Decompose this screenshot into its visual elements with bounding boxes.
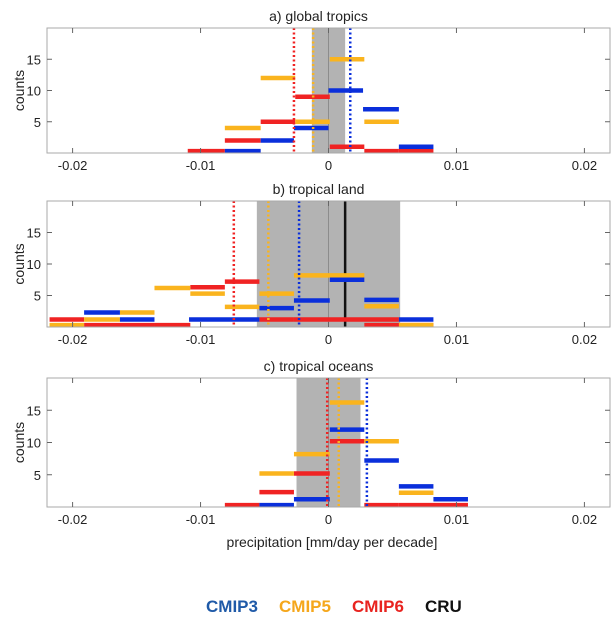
chart-panels: 5 10 15 -0.02 -0.01 0 0.01 0.02 a) global tropic… bbox=[11, 8, 611, 527]
x-tick-label: -0.01 bbox=[186, 332, 216, 347]
y-tick-label: 15 bbox=[27, 52, 41, 67]
x-tick-label: 0.01 bbox=[444, 512, 469, 527]
legend-item-cmip5: CMIP5 bbox=[279, 597, 331, 616]
x-tick-label: 0.01 bbox=[444, 332, 469, 347]
x-tick-label: 0.02 bbox=[572, 158, 597, 173]
y-tick-label: 10 bbox=[27, 436, 41, 451]
y-axis-label: counts bbox=[11, 243, 27, 284]
legend: CMIP3 CMIP5 CMIP6 CRU bbox=[0, 597, 615, 619]
y-tick-label: 5 bbox=[34, 468, 41, 483]
panel-1: 5 10 15 -0.02 -0.01 0 0.01 0.02 a) global tropic… bbox=[11, 8, 611, 173]
legend-item-cmip3: CMIP3 bbox=[206, 597, 258, 616]
panel-3: 5 10 15 -0.02 -0.01 0 0.01 0.02 c) tropical ocea… bbox=[11, 358, 611, 527]
y-tick-label: 5 bbox=[34, 289, 41, 304]
x-tick-label: -0.01 bbox=[186, 158, 216, 173]
x-tick-label: 0.01 bbox=[444, 158, 469, 173]
y-axis-label: counts bbox=[11, 70, 27, 111]
x-axis-label: precipitation [mm/day per decade] bbox=[227, 534, 438, 550]
x-tick-label: -0.01 bbox=[186, 512, 216, 527]
x-tick-label: 0 bbox=[325, 158, 332, 173]
panel-title: b) tropical land bbox=[273, 181, 365, 197]
legend-item-cmip6: CMIP6 bbox=[352, 597, 404, 616]
x-tick-label: 0 bbox=[325, 332, 332, 347]
y-tick-label: 10 bbox=[27, 257, 41, 272]
y-tick-label: 15 bbox=[27, 403, 41, 418]
panel-title: a) global tropics bbox=[269, 8, 368, 24]
x-tick-label: 0.02 bbox=[572, 512, 597, 527]
x-tick-label: 0.02 bbox=[572, 332, 597, 347]
x-tick-label: -0.02 bbox=[58, 512, 88, 527]
histogram-figure: 5 10 15 -0.02 -0.01 0 0.01 0.02 a) global tropic… bbox=[11, 8, 611, 550]
panel-2: 5 10 15 -0.02 -0.01 0 0.01 0.02 b) tropical land… bbox=[11, 181, 611, 347]
x-tick-label: -0.02 bbox=[58, 332, 88, 347]
y-tick-label: 15 bbox=[27, 226, 41, 241]
y-tick-label: 5 bbox=[34, 115, 41, 130]
legend-item-cru: CRU bbox=[425, 597, 462, 616]
x-tick-label: -0.02 bbox=[58, 158, 88, 173]
x-tick-label: 0 bbox=[325, 512, 332, 527]
y-tick-label: 10 bbox=[27, 84, 41, 99]
panel-title: c) tropical oceans bbox=[264, 358, 374, 374]
y-axis-label: counts bbox=[11, 422, 27, 463]
